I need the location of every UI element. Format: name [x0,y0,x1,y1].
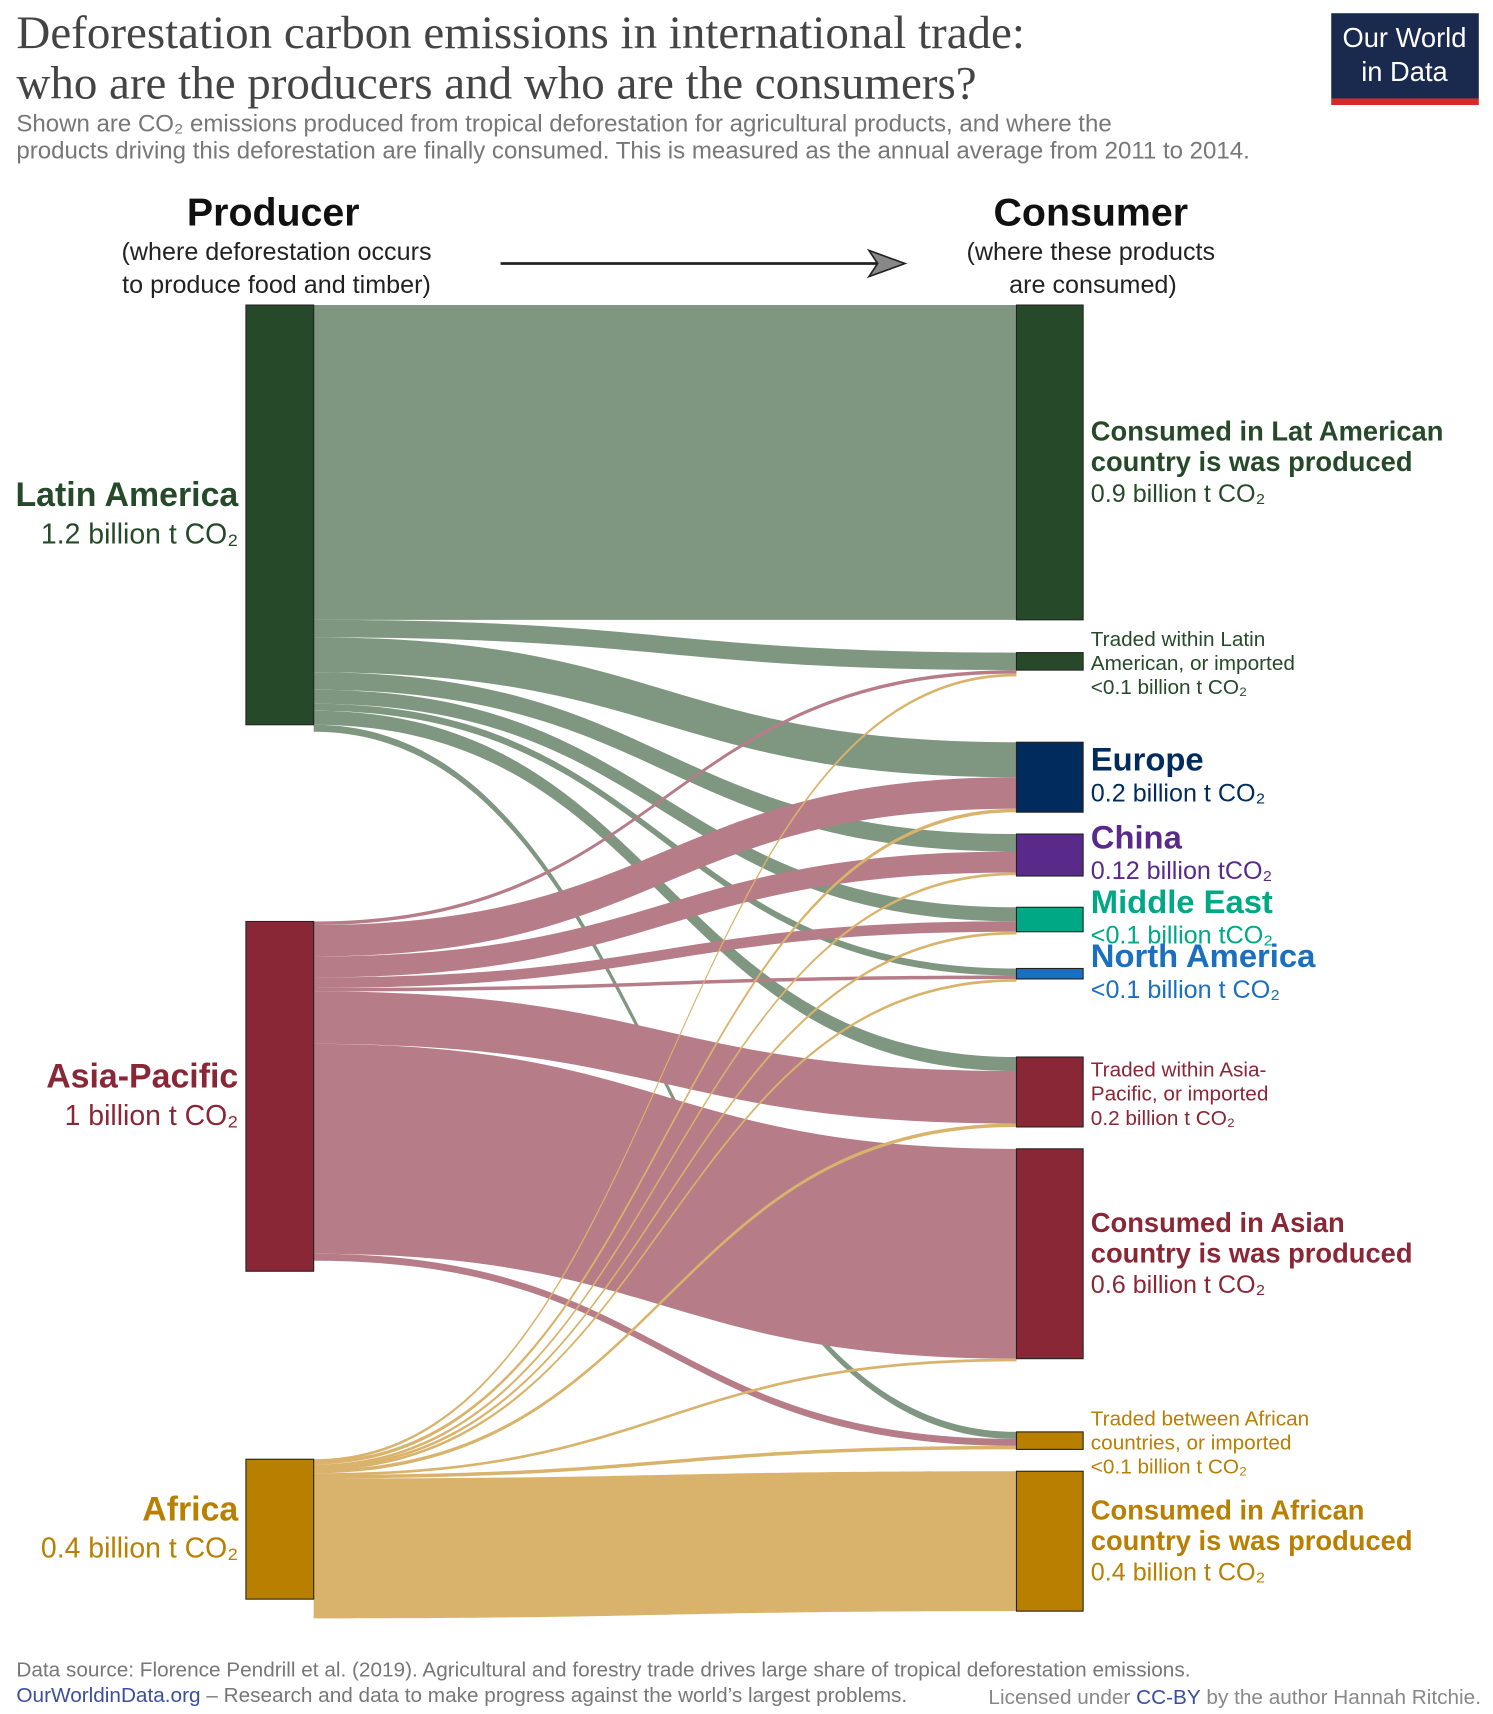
subtitle-line: products driving this deforestation are … [16,138,1249,165]
link [313,851,1017,978]
arrow-head [866,248,908,279]
target-name: country is was produced [1091,1525,1413,1556]
target-name: North America [1091,937,1316,974]
footer-license: Licensed under CC-BY by the author Hanna… [988,1686,1481,1709]
target-value: <0.1 billion t CO₂ [1091,976,1280,1004]
left-note: to produce food and timber) [122,271,431,299]
target-node [1015,1431,1084,1450]
source-node [245,1458,315,1600]
target-name: China [1091,818,1183,855]
link [313,978,1017,1471]
link [313,670,1017,925]
target-node [1015,652,1084,671]
target-node [1015,1056,1084,1128]
target-name: Consumed in African [1091,1494,1365,1525]
link [313,921,1017,988]
footer-source: Data source: Florence Pendrill et al. (2… [16,1659,1190,1682]
source-value: 1.2 billion t CO₂ [41,518,238,550]
footer-site[interactable]: OurWorldinData.org [16,1684,200,1707]
link [313,305,1017,620]
logo: Our World in Data [1331,13,1479,106]
target-node [1015,833,1084,877]
target-name: Consumed in Asian [1091,1207,1345,1238]
target-node [1015,906,1084,933]
right-header: Consumer [994,190,1189,234]
right-note: are consumed) [1009,271,1177,299]
link [313,991,1017,1124]
target-name: Pacific, or imported [1091,1083,1269,1106]
target-node [1015,304,1084,621]
link [313,1445,1017,1479]
license-link[interactable]: CC-BY [1136,1686,1201,1709]
source-name: Asia-Pacific [46,1058,238,1096]
target-value: 0.4 billion t CO₂ [1091,1559,1266,1587]
logo-bar [1331,98,1479,106]
license-pre: Licensed under [988,1686,1136,1709]
target-name: American, or imported [1091,652,1295,675]
logo-text: Our World [1342,22,1466,53]
link [313,777,1017,957]
source-name: Africa [142,1490,239,1528]
target-name: Traded within Asia- [1091,1059,1267,1082]
footer-tagline: – Research and data to make progress aga… [206,1684,907,1707]
link [313,931,1017,1469]
link [313,637,1017,778]
nodes: Latin America 1.2 billion t CO₂ Asia-Pacif… [15,304,1444,1612]
target-name: Traded between African [1091,1407,1309,1430]
target-name: countries, or imported [1091,1431,1292,1454]
right-note: (where these products [966,238,1215,266]
subtitle-line: Shown are CO₂ emissions produced from tr… [16,110,1111,137]
target-value: <0.1 billion tCO₂ [1091,922,1273,950]
source-name: Latin America [15,476,239,514]
link [313,872,1017,1468]
target-value: 0.2 billion t CO₂ [1091,779,1266,807]
target-node [1015,967,1084,980]
source-node [245,304,315,726]
link [313,1253,1017,1446]
link [313,1471,1017,1619]
link [313,1358,1017,1476]
target-name: Europe [1091,741,1204,778]
source-value: 1 billion t CO₂ [65,1100,239,1132]
link [313,1123,1017,1474]
target-value: <0.1 billion t CO₂ [1091,1455,1247,1478]
target-value: 0.2 billion t CO₂ [1091,1107,1235,1130]
source-node [245,920,315,1272]
title-line: Deforestation carbon emissions in intern… [16,7,1025,59]
license-post: by the author Hannah Ritchie. [1201,1686,1481,1709]
link [313,689,1017,922]
source-value: 0.4 billion t CO₂ [41,1533,238,1565]
target-name: Middle East [1091,883,1273,920]
target-name: Traded within Latin [1091,628,1266,651]
target-node [1015,1148,1084,1360]
target-value: <0.1 billion t CO₂ [1091,676,1247,699]
link [313,703,1017,976]
link [313,619,1017,671]
target-value: 0.9 billion t CO₂ [1091,480,1266,508]
logo-text: in Data [1361,56,1448,87]
left-note: (where deforestation occurs [122,238,432,266]
link [313,975,1017,992]
target-name: country is was produced [1091,446,1413,477]
target-node [1015,741,1084,813]
left-header: Producer [187,190,360,234]
target-name: Consumed in Lat American [1091,416,1444,447]
target-name: country is was produced [1091,1237,1413,1268]
link [313,808,1017,1465]
link [313,710,1017,1072]
target-value: 0.12 billion tCO₂ [1091,857,1273,885]
target-value: 0.6 billion t CO₂ [1091,1271,1266,1299]
link [313,672,1017,852]
title-line: who are the producers and who are the co… [16,57,976,109]
logo-box [1331,13,1479,99]
link [313,673,1017,1462]
footer: OurWorldinData.org – Research and data t… [16,1684,907,1707]
links [313,305,1017,1619]
target-node [1015,1470,1084,1612]
